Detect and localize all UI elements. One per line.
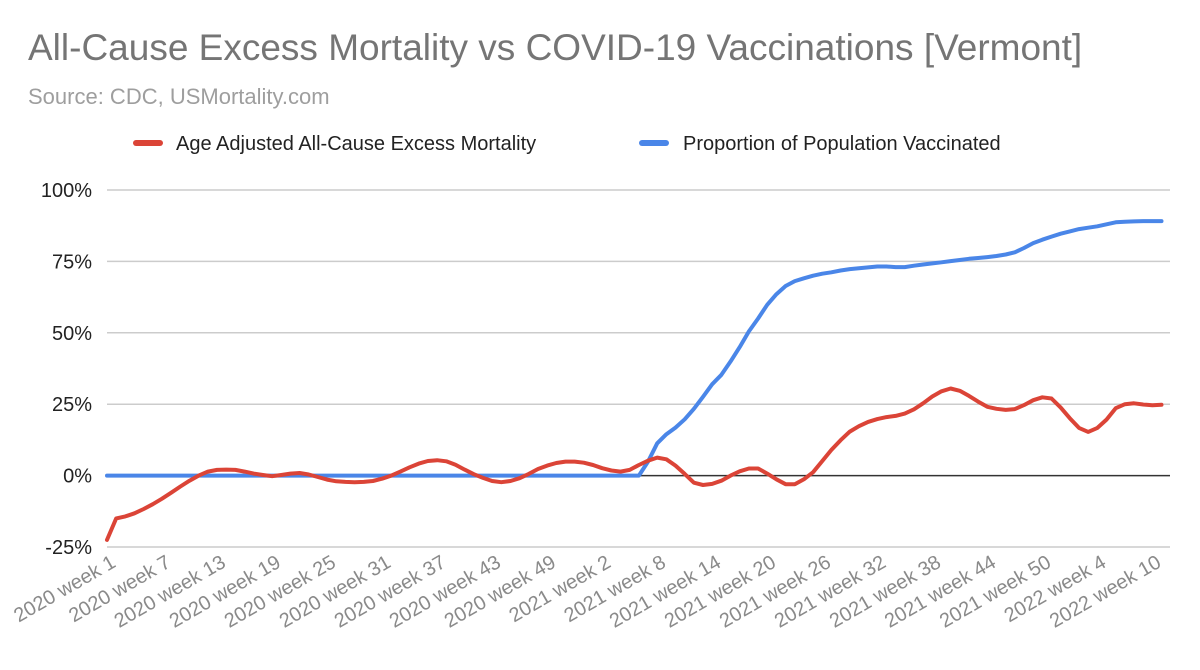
legend: Age Adjusted All-Cause Excess Mortality …: [133, 133, 1001, 155]
series-lines: [105, 219, 1164, 542]
legend-label-vaccinated: Proportion of Population Vaccinated: [683, 133, 1001, 155]
y-tick-label: -25%: [45, 537, 92, 559]
chart-subtitle: Source: CDC, USMortality.com: [28, 84, 330, 109]
y-tick-label: 25%: [52, 394, 92, 416]
y-tick-label: 100%: [41, 180, 92, 202]
legend-label-mortality: Age Adjusted All-Cause Excess Mortality: [176, 133, 536, 155]
y-axis-ticks: -25% 0% 25% 50% 75% 100%: [41, 180, 92, 559]
y-tick-label: 75%: [52, 251, 92, 273]
series-line-excess-mortality: [105, 386, 1164, 542]
gridlines: [107, 189, 1170, 548]
y-tick-label: 0%: [63, 466, 92, 488]
legend-item-vaccinated[interactable]: Proportion of Population Vaccinated: [639, 133, 1001, 155]
y-tick-label: 50%: [52, 323, 92, 345]
legend-item-mortality[interactable]: Age Adjusted All-Cause Excess Mortality: [133, 133, 536, 155]
series-line-vaccinated: [105, 219, 1164, 478]
chart-title: All-Cause Excess Mortality vs COVID-19 V…: [28, 27, 1082, 68]
